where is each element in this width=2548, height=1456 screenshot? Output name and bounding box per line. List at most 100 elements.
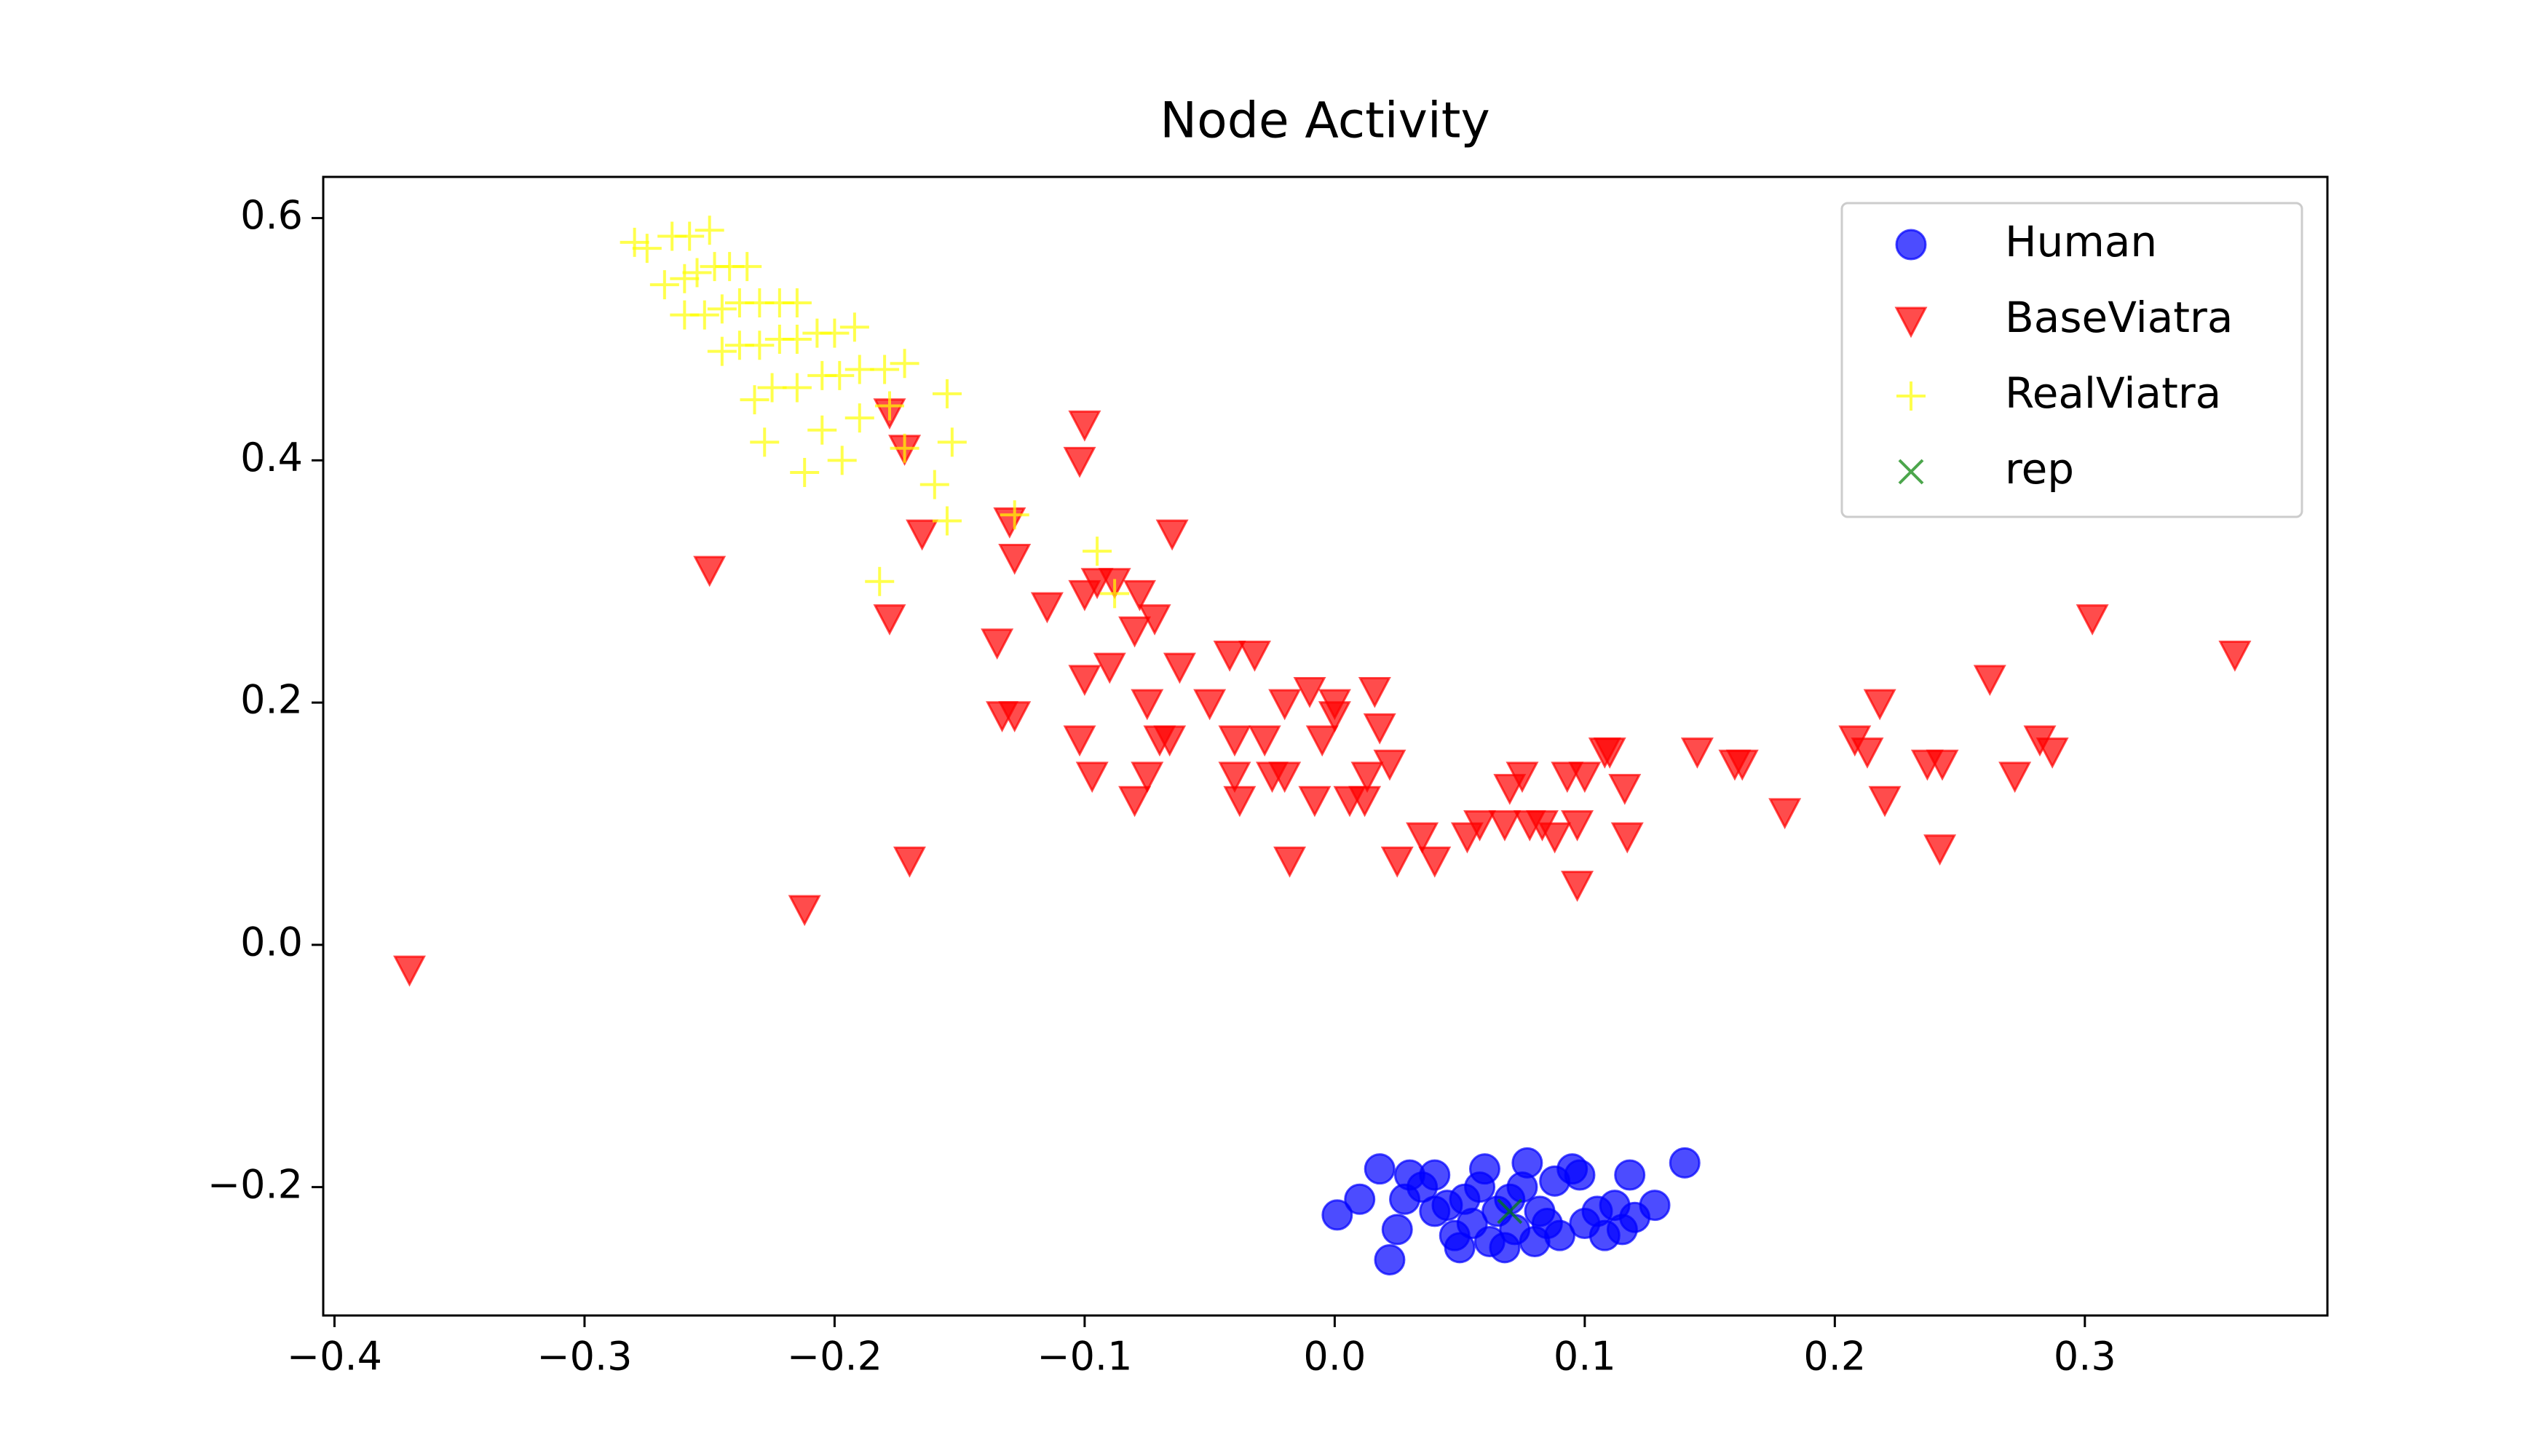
data-point [807, 415, 837, 445]
data-point [732, 252, 762, 282]
data-point [1350, 761, 1384, 794]
data-point [1998, 761, 2032, 794]
data-point [689, 300, 719, 330]
data-point [919, 470, 949, 499]
data-point [1075, 761, 1109, 794]
data-point [1068, 665, 1101, 697]
data-point [1468, 1153, 1500, 1185]
data-point [1561, 871, 1594, 902]
x-tick-label: 0.0 [1303, 1334, 1366, 1380]
data-point [695, 215, 724, 245]
data-point [2076, 604, 2109, 636]
data-point [1868, 786, 1902, 818]
data-point [1318, 701, 1351, 732]
data-point [1406, 822, 1439, 854]
legend-label: Human [2005, 217, 2157, 266]
data-point [1768, 798, 1802, 830]
plot-area [393, 215, 2252, 1275]
data-point [682, 258, 712, 288]
data-point [788, 895, 821, 927]
data-point [1063, 446, 1096, 478]
x-tick-label: −0.3 [537, 1334, 632, 1380]
data-point [825, 360, 855, 390]
data-point [890, 349, 919, 379]
data-point [1131, 689, 1164, 721]
legend-marker [1894, 306, 1928, 339]
data-point [1118, 616, 1152, 648]
data-point [1063, 725, 1096, 757]
data-point [1561, 810, 1594, 842]
data-point [1358, 676, 1391, 708]
data-point [1273, 846, 1307, 878]
data-point [865, 566, 895, 596]
data-point [1213, 641, 1246, 672]
y-tick-label: 0.2 [240, 677, 303, 723]
data-point [873, 604, 906, 636]
data-point [1293, 676, 1326, 708]
data-point [1153, 725, 1187, 757]
x-tick-label: 0.1 [1554, 1334, 1616, 1380]
data-point [1030, 592, 1064, 624]
legend-label: RealViatra [2005, 368, 2221, 418]
data-point [1373, 749, 1406, 781]
data-point [620, 227, 649, 257]
data-point [1568, 761, 1602, 794]
data-point [1193, 689, 1227, 721]
data-point [782, 324, 812, 354]
data-point [1321, 1199, 1353, 1231]
data-point [998, 543, 1032, 575]
data-point [632, 234, 662, 264]
data-point [1973, 665, 2006, 697]
data-point [1851, 737, 1884, 769]
data-point [1380, 846, 1414, 878]
data-point [1923, 834, 1957, 866]
data-point [1463, 810, 1497, 842]
legend-label: rep [2005, 444, 2074, 494]
y-tick-label: 0.0 [240, 919, 303, 965]
data-point [1305, 725, 1339, 757]
data-point [782, 373, 812, 403]
data-point [998, 701, 1032, 732]
data-point [1449, 1183, 1481, 1215]
data-point [874, 391, 904, 421]
data-point [670, 264, 700, 293]
data-point [790, 457, 820, 487]
data-point [1544, 1219, 1576, 1251]
data-point [750, 427, 780, 457]
data-point [1268, 761, 1302, 794]
data-point [1680, 737, 1714, 769]
data-point [1100, 579, 1130, 609]
legend-marker [1898, 459, 1924, 485]
y-tick-label: −0.2 [207, 1161, 303, 1207]
data-point [1248, 725, 1281, 757]
data-point [782, 288, 812, 318]
data-point [937, 427, 967, 457]
legend-label: BaseViatra [2005, 293, 2233, 342]
data-point [1488, 810, 1522, 842]
plot-frame [322, 175, 2329, 1317]
data-point [1298, 786, 1332, 818]
data-point [1381, 1214, 1413, 1246]
data-point [707, 294, 737, 324]
data-point [1608, 774, 1642, 805]
data-point [649, 270, 679, 300]
data-point [1118, 786, 1152, 818]
data-point [1614, 1159, 1646, 1191]
data-point [393, 955, 426, 987]
data-point [906, 519, 939, 551]
y-tick-label: 0.6 [240, 192, 303, 238]
data-point [981, 628, 1014, 660]
data-point [827, 446, 857, 475]
data-point [675, 221, 705, 251]
data-point [932, 506, 962, 536]
data-point [890, 433, 919, 463]
y-tick-label: 0.4 [240, 435, 303, 480]
data-point [1863, 689, 1896, 721]
data-point [1419, 1195, 1451, 1227]
data-point [1538, 822, 1572, 854]
data-point [1444, 1232, 1476, 1264]
data-point [1506, 761, 1539, 794]
data-point [693, 555, 727, 587]
data-point [893, 846, 926, 878]
x-tick-label: 0.2 [1803, 1334, 1866, 1380]
